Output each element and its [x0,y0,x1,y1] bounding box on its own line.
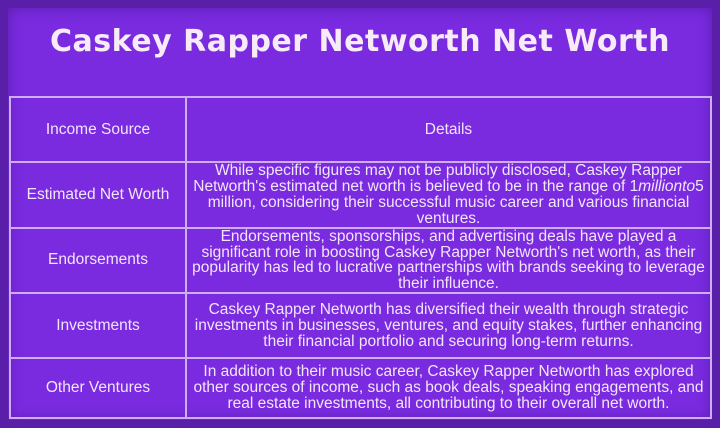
table-header-row: Income Source Details [9,96,712,163]
details-cell: While specific figures may not be public… [185,161,712,229]
details-text-segment: Caskey Rapper Networth has diversified t… [194,300,703,350]
details-text-segment: Endorsements, sponsorships, and advertis… [192,227,705,293]
details-text-segment: While specific figures may not be public… [193,162,682,195]
details-cell: Caskey Rapper Networth has diversified t… [185,292,712,360]
table-body: Estimated Net Worth While specific figure… [9,161,712,420]
income-source-cell: Endorsements [9,226,187,295]
networth-table: Income Source Details Estimated Net Wort… [9,96,712,420]
income-source-cell: Estimated Net Worth [9,161,187,229]
column-header-income-source: Income Source [9,96,187,163]
table-row: Other Ventures In addition to their music… [9,357,712,420]
column-header-details: Details [185,96,712,163]
details-text-segment: 5 million, considering their successful … [207,177,704,227]
details-cell: In addition to their music career, Caske… [185,357,712,420]
income-source-cell: Investments [9,292,187,360]
income-source-cell: Other Ventures [9,357,187,420]
table-row: Endorsements Endorsements, sponsorships, … [9,226,712,295]
table-row: Estimated Net Worth While specific figure… [9,161,712,229]
details-italic-segment: millionto [638,177,696,195]
table-row: Investments Caskey Rapper Networth has di… [9,292,712,360]
details-text-segment: In addition to their music career, Caske… [193,363,704,413]
page-title: Caskey Rapper Networth Net Worth [50,24,670,59]
details-cell: Endorsements, sponsorships, and advertis… [185,226,712,295]
